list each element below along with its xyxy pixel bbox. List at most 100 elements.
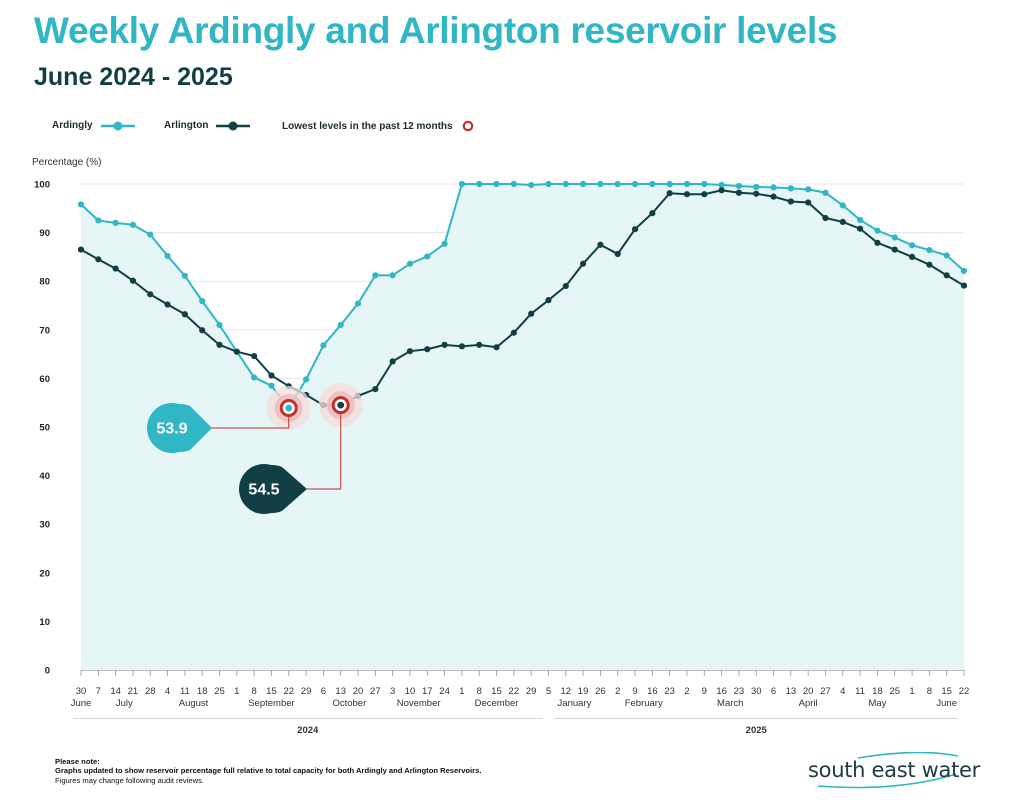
ardingly-point	[528, 181, 535, 189]
y-tick-label: 70	[39, 325, 50, 336]
arlington-point	[251, 352, 258, 360]
x-tick-label: 22	[509, 686, 520, 697]
ardingly-point	[268, 382, 275, 389]
arlington-point	[77, 246, 85, 253]
ardingly-point	[683, 180, 691, 188]
arlington-point	[960, 282, 968, 289]
lowest-marker-icon	[462, 120, 473, 132]
lowest-marker-dot	[337, 401, 345, 409]
arlington-point	[545, 297, 552, 304]
footnote-line-1: Graphs updated to show reservoir percent…	[55, 766, 482, 776]
footnote: Please note: Graphs updated to show rese…	[55, 757, 481, 785]
y-tick-label: 90	[39, 228, 50, 239]
month-label: June	[936, 698, 957, 709]
ardingly-point	[458, 180, 466, 188]
x-tick-label: 8	[927, 686, 932, 697]
ardingly-point	[753, 183, 760, 191]
month-label: February	[625, 698, 663, 709]
arlington-point	[95, 256, 102, 263]
x-tick-label: 23	[734, 686, 745, 697]
x-tick-label: 25	[214, 686, 225, 697]
arlington-point	[926, 261, 933, 268]
x-tick-label: 10	[405, 686, 416, 697]
x-tick-label: 11	[855, 686, 865, 697]
ardingly-point	[77, 201, 85, 208]
ardingly-point	[424, 253, 431, 260]
ardingly-point	[631, 180, 639, 188]
logo-swoosh-icon	[817, 752, 959, 789]
x-tick-label: 24	[439, 686, 450, 697]
ardingly-point	[181, 272, 188, 279]
ardingly-point	[112, 219, 119, 226]
x-tick-label: 8	[251, 686, 256, 697]
arlington-point	[424, 346, 431, 353]
ardingly-point	[476, 180, 483, 188]
ardingly-point	[857, 216, 864, 224]
x-tick-label: 19	[578, 686, 589, 697]
ardingly-point	[95, 217, 102, 224]
ardingly-point	[510, 180, 517, 188]
ardingly-point	[614, 180, 621, 188]
month-label: May	[868, 698, 886, 709]
arlington-point	[389, 358, 396, 365]
callout-leader-arlington	[307, 414, 342, 490]
ardingly-point	[406, 260, 414, 267]
ardingly-point	[701, 180, 708, 188]
legend-item-arlington: Arlington	[164, 120, 251, 131]
x-tick-label: 26	[595, 686, 606, 697]
x-tick-label: 11	[180, 686, 190, 697]
ardingly-point	[441, 240, 448, 247]
ardingly-point	[839, 202, 846, 209]
arlington-point	[874, 239, 881, 246]
x-tick-label: 15	[941, 686, 952, 697]
legend-label-arlington: Arlington	[164, 120, 209, 131]
arlington-point	[112, 265, 119, 272]
x-tick-label: 22	[959, 686, 970, 697]
ardingly-point	[389, 272, 396, 279]
ardingly-point	[874, 227, 881, 234]
month-label: November	[397, 698, 441, 709]
x-tick-label: 15	[491, 686, 502, 697]
legend-label-ardingly: Ardingly	[52, 120, 93, 131]
arlington-point	[579, 260, 587, 267]
ardingly-point	[493, 180, 500, 188]
ardingly-point	[891, 234, 898, 241]
month-label: January	[558, 698, 592, 709]
arlington-point	[181, 311, 188, 318]
x-tick-label: 3	[390, 686, 395, 697]
arlington-point	[822, 214, 829, 222]
arlington-point	[510, 329, 517, 336]
callout-leader-ardingly	[210, 417, 290, 429]
x-tick-label: 9	[632, 686, 637, 697]
ardingly-point	[129, 221, 137, 228]
x-tick-label: 7	[96, 686, 101, 697]
ardingly-point	[164, 252, 171, 260]
ardingly-point	[960, 267, 968, 275]
x-tick-label: 8	[477, 686, 482, 697]
arlington-point	[718, 187, 725, 194]
footnote-heading: Please note:	[55, 757, 100, 766]
x-tick-label: 22	[283, 686, 294, 697]
x-tick-label: 2	[684, 686, 689, 697]
arlington-point	[199, 327, 206, 334]
ardingly-point	[822, 189, 829, 196]
footnote-line-2: Figures may change following audit revie…	[55, 775, 204, 785]
arlington-point	[649, 210, 656, 217]
legend-item-lowest: Lowest levels in the past 12 months	[282, 120, 475, 132]
x-tick-label: 13	[335, 686, 346, 697]
month-label: March	[717, 698, 743, 709]
x-tick-label: 29	[526, 686, 537, 697]
ardingly-point	[735, 182, 743, 190]
x-tick-label: 6	[321, 686, 326, 697]
x-tick-label: 21	[128, 686, 139, 697]
ardingly-point	[147, 231, 154, 238]
callout-circle-arlington	[239, 464, 289, 514]
arlington-line	[80, 189, 965, 407]
x-tick-label: 28	[145, 686, 156, 697]
y-tick-label: 100	[34, 180, 50, 191]
ardingly-point	[666, 180, 673, 188]
x-tick-label: 2	[615, 686, 620, 697]
x-tick-label: 13	[786, 686, 797, 697]
logo-text: south east water	[808, 758, 980, 782]
lowest-marker-dot	[285, 404, 293, 412]
